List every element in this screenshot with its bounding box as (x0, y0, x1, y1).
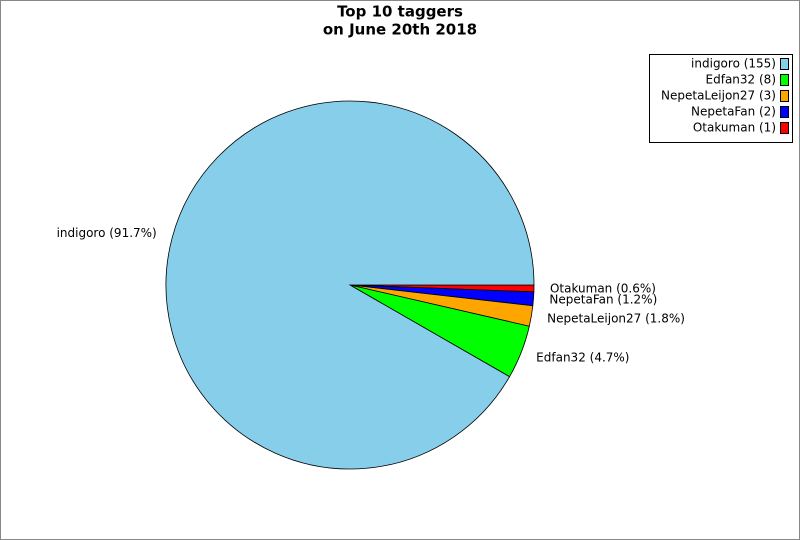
legend-swatch (780, 90, 789, 102)
slice-label: NepetaFan (1.2%) (549, 293, 657, 307)
legend-label: Otakuman (1) (693, 121, 776, 135)
pie-slice (165, 100, 535, 470)
legend-swatch (780, 122, 789, 134)
chart-title: Top 10 taggers (337, 3, 463, 21)
chart-subtitle: on June 20th 2018 (323, 21, 477, 39)
legend-label: NepetaFan (2) (691, 105, 776, 119)
slice-label: NepetaLeijon27 (1.8%) (547, 311, 685, 325)
legend-swatch (780, 106, 789, 118)
slice-label: Otakuman (0.6%) (550, 281, 656, 295)
legend-label: Edfan32 (8) (706, 73, 776, 87)
legend-swatch (780, 74, 789, 86)
legend-swatch (780, 58, 789, 70)
slice-label: indigoro (91.7%) (57, 226, 157, 240)
slice-label: Edfan32 (4.7%) (536, 351, 629, 365)
legend-label: indigoro (155) (691, 57, 776, 71)
legend-label: NepetaLeijon27 (3) (661, 89, 776, 103)
legend-box (649, 54, 793, 143)
